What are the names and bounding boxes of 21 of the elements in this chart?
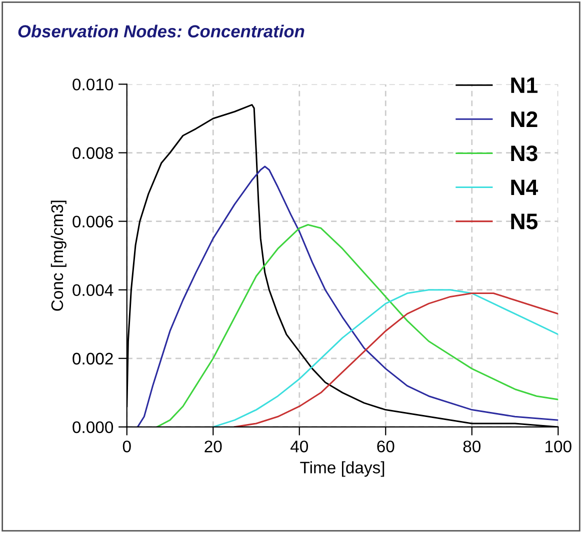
x-tick-label: 100 bbox=[546, 440, 572, 452]
legend-label: N5 bbox=[511, 214, 538, 230]
legend-label: N3 bbox=[511, 145, 538, 162]
legend-label: N4 bbox=[511, 180, 538, 196]
y-tick-label: 0.006 bbox=[72, 216, 113, 228]
x-tick-label: 80 bbox=[463, 440, 481, 452]
y-tick-label: 0.008 bbox=[72, 147, 113, 159]
legend-label: N1 bbox=[511, 78, 538, 93]
line-series bbox=[136, 166, 558, 427]
legend-label: N2 bbox=[511, 111, 538, 127]
x-tick-label: 60 bbox=[377, 440, 394, 452]
x-tick-label: 20 bbox=[204, 440, 222, 452]
y-tick-label: 0.004 bbox=[72, 284, 114, 296]
x-axis-title: Time [days] bbox=[300, 461, 384, 477]
y-tick-label: 0.000 bbox=[72, 421, 114, 434]
x-tick-label: 0 bbox=[122, 440, 131, 452]
y-tick-label: 0.002 bbox=[72, 352, 113, 365]
x-tick-label: 40 bbox=[290, 440, 308, 452]
chart-title: Observation Nodes: Concentration bbox=[18, 24, 304, 38]
y-tick-label: 0.010 bbox=[72, 78, 114, 90]
y-axis-title: Conc [mg/cm3] bbox=[50, 200, 66, 311]
